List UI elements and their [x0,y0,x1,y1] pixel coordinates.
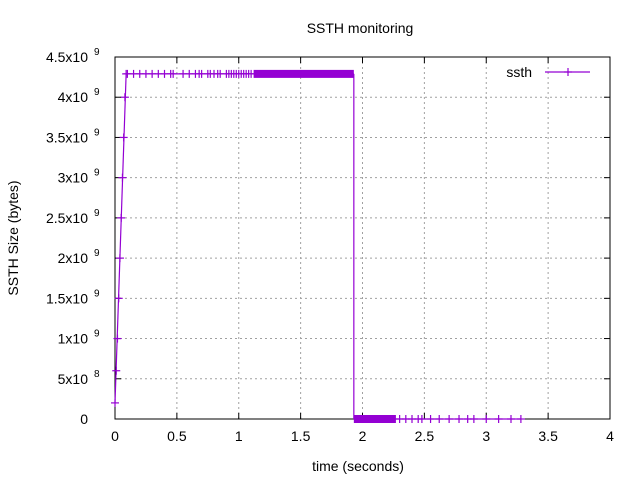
y-tick-label: 3.5x10 [46,129,88,145]
data-point-marker [111,398,119,407]
data-point-marker [445,415,454,423]
y-tick-label: 4.5x10 [46,49,88,65]
chart-title: SSTH monitoring [307,20,414,36]
x-tick-label: 0.5 [167,428,187,444]
data-point-marker [455,415,464,423]
data-point-marker [494,415,503,423]
data-point-marker [417,415,426,423]
y-tick-mantissa: 5x10 [58,371,89,387]
data-point-marker [117,213,126,222]
data-point-marker [426,415,435,423]
data-point-marker [482,415,491,423]
data-point-marker [118,173,127,182]
y-tick-exponent: 9 [94,248,100,259]
data-point-marker [120,93,129,102]
y-tick-mantissa: 2.5x10 [46,210,88,226]
x-tick-label: 2 [359,428,367,444]
data-point-marker [114,294,123,303]
y-axis-label: SSTH Size (bytes) [5,180,21,295]
legend: ssth [506,64,590,80]
x-tick-label: 1.5 [291,428,311,444]
x-tick-label: 0 [111,428,119,444]
data-point-marker [119,133,128,142]
y-tick-exponent: 9 [94,168,100,179]
x-tick-label: 1 [235,428,243,444]
x-tick-label: 3.5 [538,428,558,444]
y-tick-label: 2x10 [58,250,89,266]
data-point-marker [112,366,121,375]
y-tick-mantissa: 0 [80,411,88,427]
series-ssth [111,69,525,423]
x-tick-labels: 0 0.5 1 1.5 2 2.5 3 3.5 4 [111,428,614,444]
data-point-marker [516,415,525,423]
y-tick-label: 5x10 [58,371,89,387]
grid-lines [115,57,610,419]
dense-marker-band-low [353,415,396,423]
y-tick-exponent: 8 [94,369,100,380]
data-point-marker [113,334,122,343]
data-point-marker [507,415,515,423]
y-tick-mantissa: 1x10 [58,331,89,347]
y-tick-mantissa: 2x10 [58,250,89,266]
y-tick-label: 0 [80,411,88,427]
y-tick-label: 3x10 [58,170,89,186]
y-tick-label: 2.5x10 [46,210,88,226]
y-tick-label: 1.5x10 [46,290,88,306]
y-tick-exponent: 9 [94,127,100,138]
y-tick-mantissa: 3x10 [58,170,89,186]
x-tick-label: 3 [482,428,490,444]
y-tick-mantissa: 4.5x10 [46,49,88,65]
y-tick-exponent: 9 [94,208,100,219]
y-tick-exponent: 9 [94,329,100,340]
y-tick-mantissa: 3.5x10 [46,129,88,145]
y-tick-mantissa: 4x10 [58,89,89,105]
x-axis-label: time (seconds) [312,458,404,474]
x-tick-label: 2.5 [415,428,435,444]
y-tick-mantissa: 1.5x10 [46,290,88,306]
y-tick-label: 4x10 [58,89,89,105]
y-tick-exponent: 9 [94,47,100,58]
x-tick-label: 4 [606,428,614,444]
data-point-marker [435,415,444,423]
data-point-marker [115,254,124,263]
series-line-segment [114,73,127,403]
y-tick-label: 1x10 [58,331,89,347]
legend-label-ssth: ssth [506,64,532,80]
y-tick-labels: 0 5x10 8 1x10 9 1.5x10 9 2x10 9 2.5x10 9 3x10 9 3.5x1… [46,47,100,427]
data-point-marker [469,415,478,423]
dense-marker-band-high [253,69,354,78]
y-tick-exponent: 9 [94,87,100,98]
data-point-marker [169,69,178,78]
y-tick-exponent: 9 [94,288,100,299]
